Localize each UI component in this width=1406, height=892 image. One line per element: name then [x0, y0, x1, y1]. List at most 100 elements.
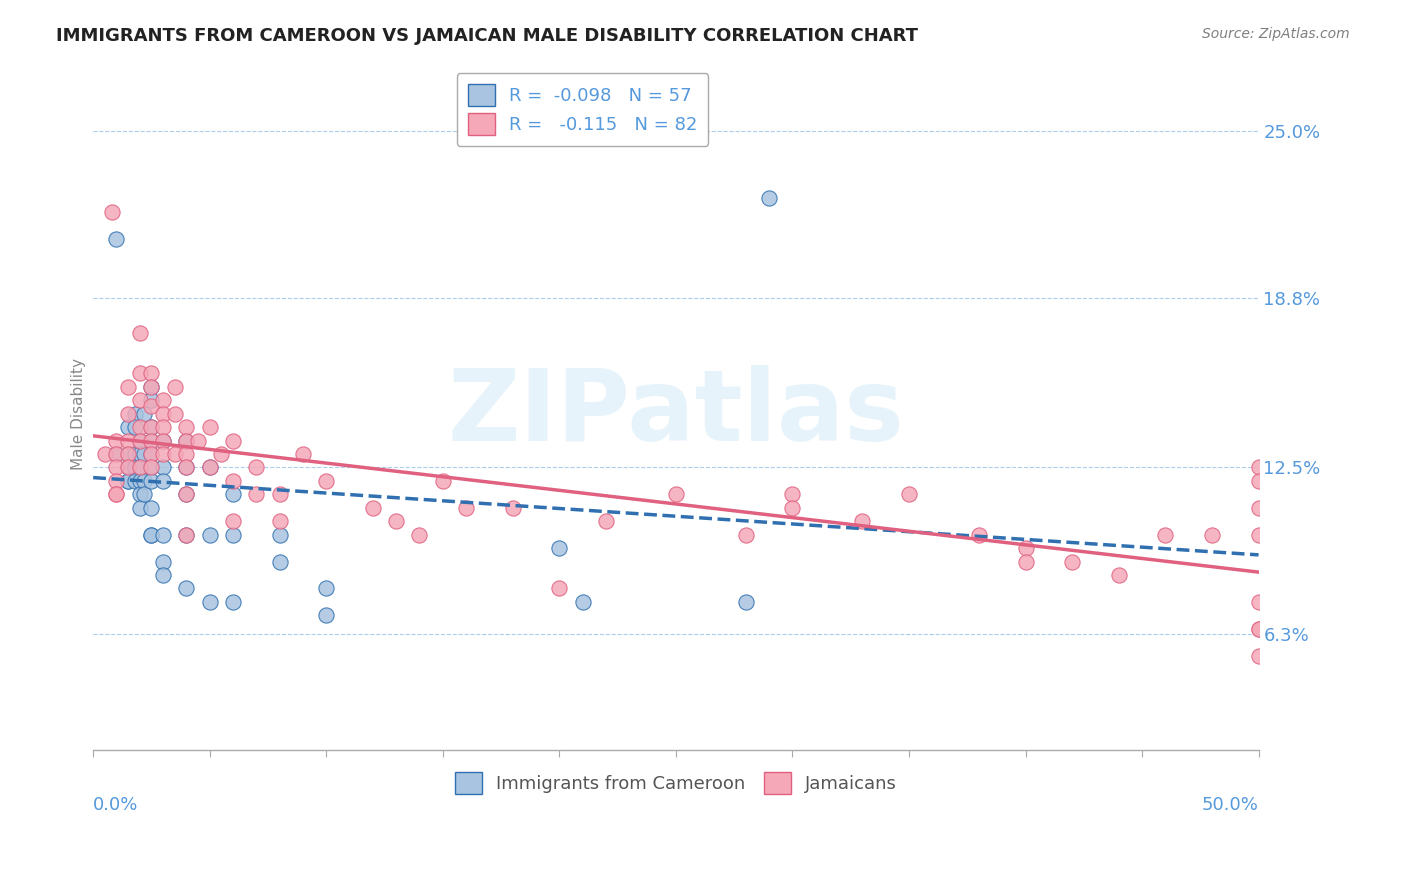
Point	[176, 460, 198, 475]
Point	[502, 500, 524, 515]
Point	[152, 407, 174, 421]
Point	[105, 447, 128, 461]
Point	[408, 527, 430, 541]
Point	[782, 500, 804, 515]
Point	[176, 487, 198, 501]
Point	[456, 500, 478, 515]
Point	[1247, 595, 1270, 609]
Point	[315, 582, 337, 596]
Point	[128, 460, 150, 475]
Point	[1247, 527, 1270, 541]
Point	[269, 487, 291, 501]
Point	[124, 407, 146, 421]
Point	[1062, 555, 1084, 569]
Text: 0.0%: 0.0%	[93, 796, 139, 814]
Text: IMMIGRANTS FROM CAMEROON VS JAMAICAN MALE DISABILITY CORRELATION CHART: IMMIGRANTS FROM CAMEROON VS JAMAICAN MAL…	[56, 27, 918, 45]
Point	[245, 487, 267, 501]
Point	[117, 420, 139, 434]
Point	[1247, 460, 1270, 475]
Point	[432, 474, 454, 488]
Point	[1247, 622, 1270, 636]
Point	[176, 447, 198, 461]
Point	[128, 460, 150, 475]
Point	[548, 541, 571, 555]
Point	[141, 393, 163, 408]
Point	[734, 595, 756, 609]
Point	[1154, 527, 1177, 541]
Point	[315, 474, 337, 488]
Point	[176, 434, 198, 448]
Point	[124, 460, 146, 475]
Point	[117, 460, 139, 475]
Point	[117, 380, 139, 394]
Point	[315, 608, 337, 623]
Point	[198, 460, 221, 475]
Point	[782, 487, 804, 501]
Point	[117, 447, 139, 461]
Point	[1014, 555, 1036, 569]
Point	[134, 407, 156, 421]
Point	[269, 527, 291, 541]
Point	[152, 420, 174, 434]
Point	[152, 393, 174, 408]
Point	[1247, 474, 1270, 488]
Point	[222, 595, 245, 609]
Point	[105, 447, 128, 461]
Point	[1108, 568, 1130, 582]
Point	[222, 434, 245, 448]
Point	[128, 487, 150, 501]
Point	[152, 527, 174, 541]
Point	[595, 514, 617, 528]
Point	[141, 367, 163, 381]
Point	[176, 487, 198, 501]
Point	[124, 447, 146, 461]
Text: 50.0%: 50.0%	[1202, 796, 1258, 814]
Point	[152, 434, 174, 448]
Point	[141, 399, 163, 413]
Point	[141, 434, 163, 448]
Point	[128, 474, 150, 488]
Point	[128, 434, 150, 448]
Point	[1247, 622, 1270, 636]
Point	[141, 420, 163, 434]
Point	[141, 474, 163, 488]
Point	[163, 447, 186, 461]
Point	[117, 447, 139, 461]
Point	[152, 447, 174, 461]
Point	[101, 205, 124, 219]
Point	[128, 500, 150, 515]
Point	[758, 192, 780, 206]
Point	[141, 420, 163, 434]
Point	[117, 407, 139, 421]
Point	[269, 555, 291, 569]
Point	[222, 527, 245, 541]
Point	[124, 474, 146, 488]
Legend: Immigrants from Cameroon, Jamaicans: Immigrants from Cameroon, Jamaicans	[447, 764, 904, 801]
Point	[152, 474, 174, 488]
Point	[1201, 527, 1223, 541]
Text: ZIPatlas: ZIPatlas	[447, 365, 904, 462]
Point	[665, 487, 688, 501]
Point	[163, 380, 186, 394]
Text: Source: ZipAtlas.com: Source: ZipAtlas.com	[1202, 27, 1350, 41]
Y-axis label: Male Disability: Male Disability	[72, 358, 86, 470]
Point	[269, 514, 291, 528]
Point	[152, 555, 174, 569]
Point	[198, 460, 221, 475]
Point	[967, 527, 990, 541]
Point	[163, 407, 186, 421]
Point	[176, 527, 198, 541]
Point	[734, 527, 756, 541]
Point	[117, 434, 139, 448]
Point	[361, 500, 384, 515]
Point	[105, 232, 128, 246]
Point	[1247, 500, 1270, 515]
Point	[176, 434, 198, 448]
Point	[385, 514, 408, 528]
Point	[128, 447, 150, 461]
Point	[141, 460, 163, 475]
Point	[141, 527, 163, 541]
Point	[117, 474, 139, 488]
Point	[141, 527, 163, 541]
Point	[176, 460, 198, 475]
